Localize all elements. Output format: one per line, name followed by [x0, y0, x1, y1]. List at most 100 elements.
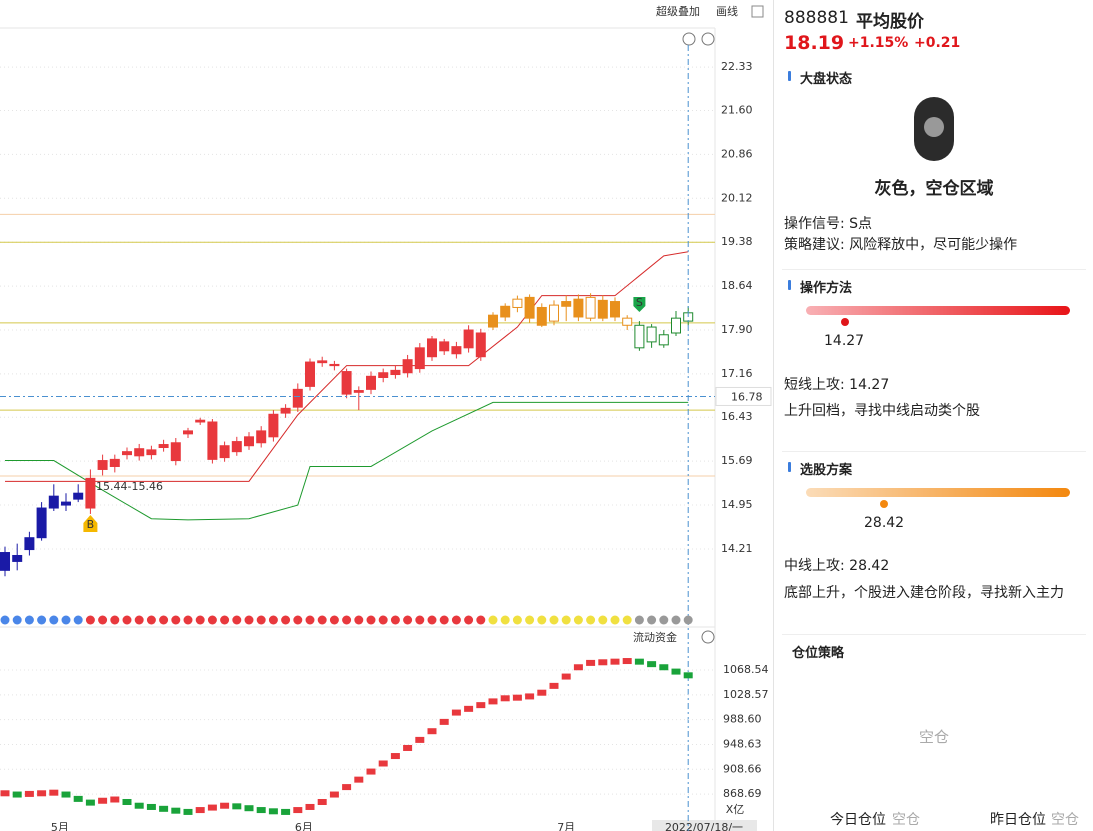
candle-body [61, 501, 71, 506]
draw-button[interactable]: 画线 [716, 4, 738, 18]
candle-body [512, 298, 523, 308]
y-tick-label: 20.12 [721, 191, 753, 204]
signal-dot [281, 615, 291, 625]
y-tick-label: 17.90 [721, 323, 753, 336]
signal-dot [464, 615, 474, 625]
method-line: 短线上攻: 14.27 [784, 377, 890, 393]
flow-bar [98, 797, 108, 804]
signal-dot [366, 615, 376, 625]
flow-bar [439, 718, 449, 725]
flow-bar [659, 664, 669, 671]
settings-icon[interactable] [682, 32, 696, 46]
signal-dot [61, 615, 71, 625]
signal-dot [37, 615, 47, 625]
flow-bar [451, 709, 461, 716]
cursor-date: 2022/07/18/一 [665, 821, 743, 831]
flow-bar [342, 784, 352, 791]
candle-body [451, 346, 462, 355]
signal-dot [146, 615, 156, 625]
help-icon[interactable] [701, 630, 715, 644]
chart: 超级叠加 画线 流动资金 X亿 2022/07/18/一 22.33 21.60 2… [0, 4, 772, 831]
flow-bar [134, 802, 144, 809]
yesterday-label: 昨日仓位 [990, 812, 1046, 828]
candle-body [439, 341, 450, 352]
y-tick-label: 21.60 [721, 103, 753, 116]
sell-label: S [636, 296, 643, 309]
candle-body [231, 441, 242, 453]
signal-dot [561, 615, 571, 625]
flow-bar [512, 694, 522, 701]
gauge [806, 488, 1070, 497]
flow-bar [220, 802, 230, 809]
section-title: 选股方案 [786, 459, 852, 478]
flow-bar [488, 698, 498, 705]
candle-body [475, 332, 486, 358]
candle-body [219, 445, 230, 459]
signal-dot [525, 615, 535, 625]
candle-body [463, 329, 474, 349]
candle-body [524, 296, 535, 319]
flow-bar [281, 808, 291, 815]
buy-label: B [87, 518, 95, 531]
x-tick-label: 5月 [51, 821, 69, 831]
flow-bar [378, 760, 388, 767]
crosshair-box [715, 386, 772, 406]
y-tick-label: 22.33 [721, 60, 753, 73]
signal-dot [134, 615, 144, 625]
price: 18.19 [784, 32, 845, 54]
y-tick-label: 948.63 [723, 737, 762, 750]
signal-dot [220, 615, 230, 625]
overlay-button[interactable]: 超级叠加 [656, 4, 700, 18]
signal-dot [378, 615, 388, 625]
candle-body [73, 492, 84, 500]
candle-body [427, 338, 437, 358]
divider [782, 451, 1086, 452]
candle-body [353, 390, 364, 393]
x-tick-label: 7月 [557, 821, 575, 831]
section-title: 仓位策略 [792, 646, 845, 661]
flow-bar [49, 789, 59, 796]
flow-bar [390, 753, 400, 760]
flow-bar [195, 807, 205, 814]
candle-body [536, 306, 547, 326]
flow-bar [244, 805, 254, 812]
help-icon[interactable] [701, 32, 715, 46]
candle-body [390, 369, 401, 376]
signal-dot [512, 615, 522, 625]
candle-body [634, 324, 645, 349]
flow-bar [647, 661, 657, 668]
today-value: 空仓 [892, 812, 920, 828]
change: +0.21 [914, 35, 961, 51]
signal-dot [85, 615, 95, 625]
signal-dot [305, 615, 315, 625]
signal-dot [98, 615, 108, 625]
gauge [806, 306, 1070, 315]
signal-dot [549, 615, 559, 625]
x-tick-label: 6月 [295, 821, 313, 831]
signal-dot [24, 615, 34, 625]
candle-body [97, 460, 108, 470]
sell-marker [633, 297, 646, 312]
candle-body [48, 495, 59, 509]
today-label: 今日仓位 [830, 812, 886, 828]
candle-body [414, 347, 425, 370]
candle-body [36, 507, 47, 539]
y-tick-label: 18.64 [721, 279, 753, 292]
crosshair-label: 16.78 [731, 390, 763, 403]
candle-body [122, 451, 132, 456]
signal-dot [610, 615, 620, 625]
signal-dot [49, 615, 59, 625]
flow-bar [476, 702, 486, 709]
flow-bar [122, 798, 132, 805]
y-tick-label: 1068.54 [723, 663, 769, 676]
signal-dot [317, 615, 327, 625]
menu-icon[interactable] [751, 5, 764, 18]
flow-title: 流动资金 [633, 630, 677, 644]
signal-dot [293, 615, 303, 625]
signal-dot [598, 615, 608, 625]
y-tick-label: 908.66 [723, 762, 762, 775]
candle-body [24, 537, 35, 551]
flow-bar [159, 805, 169, 812]
candle-body [268, 413, 279, 438]
